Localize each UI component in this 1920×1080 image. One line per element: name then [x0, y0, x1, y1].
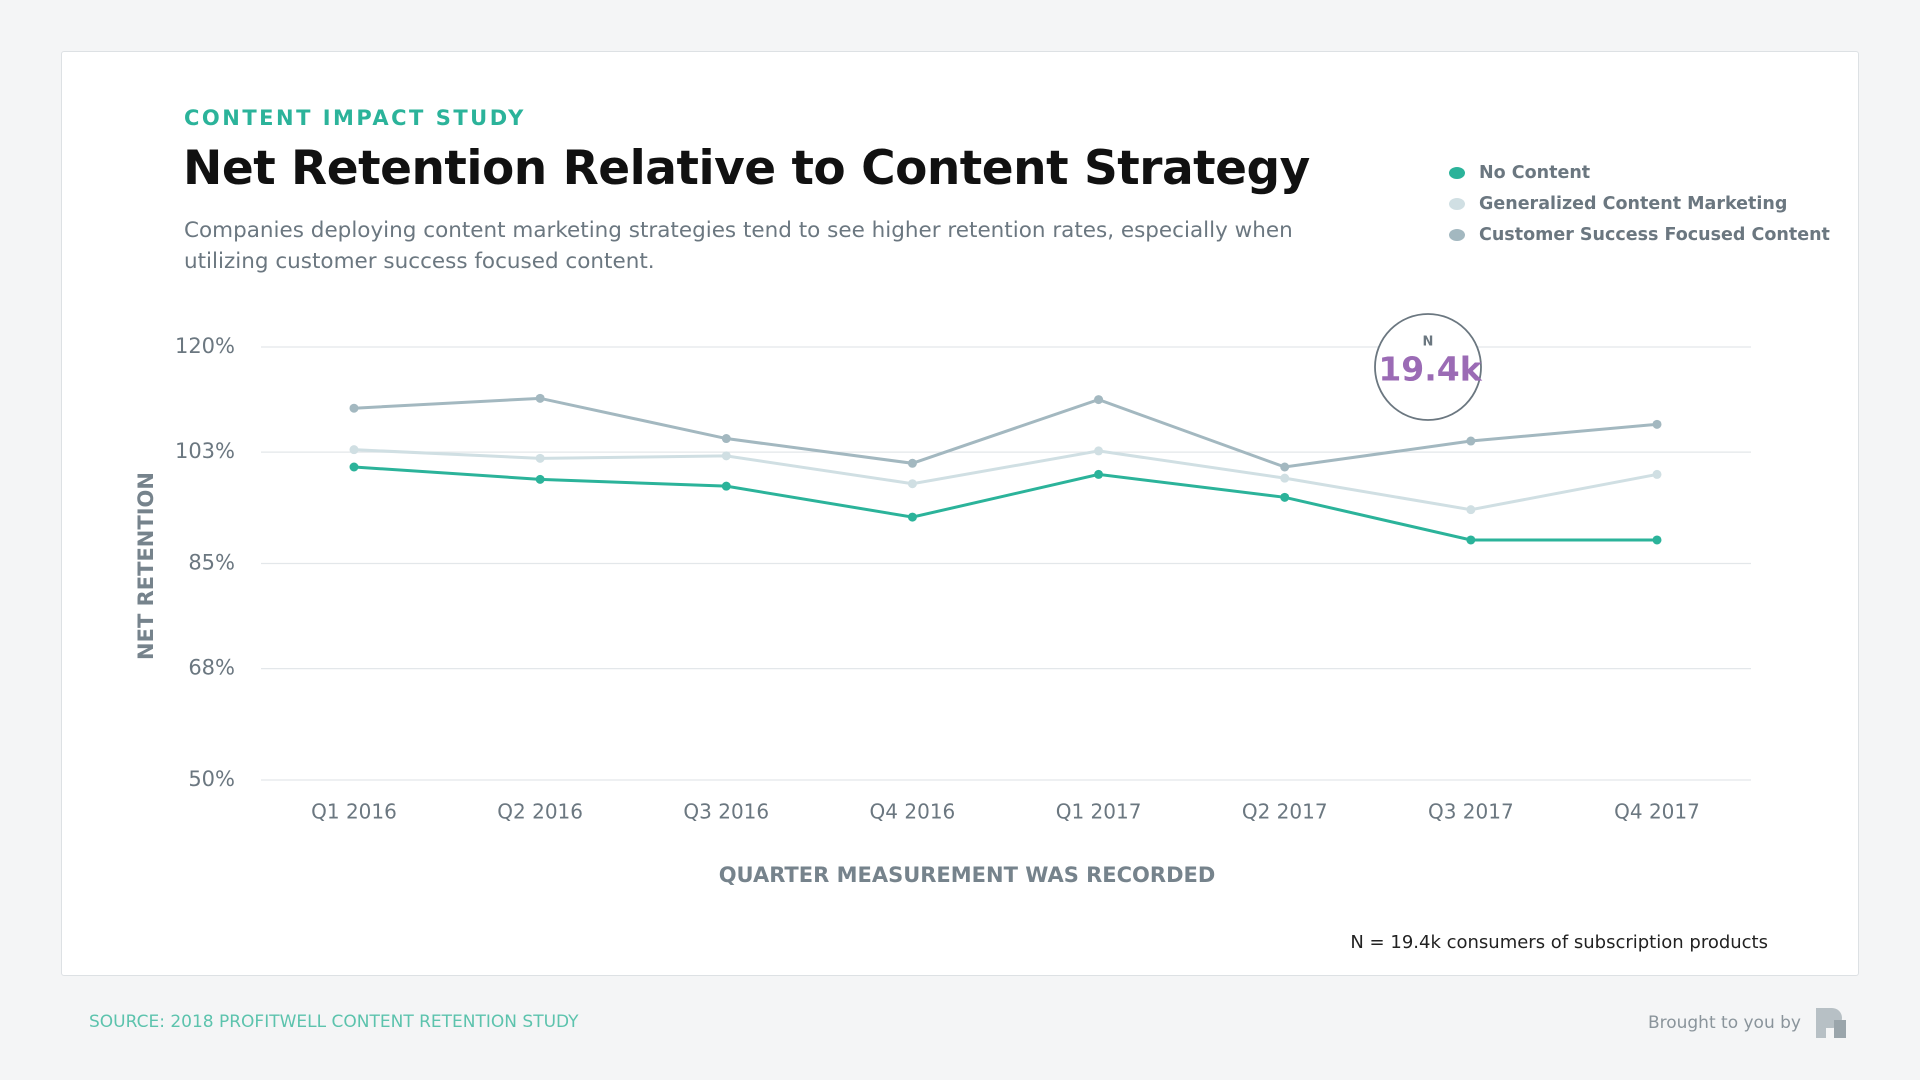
legend-label: No Content [1479, 163, 1590, 183]
logo-shape [1816, 1008, 1842, 1038]
data-point [535, 474, 545, 484]
x-tick-label: Q1 2016 [311, 800, 397, 824]
data-point [535, 453, 545, 463]
y-tick-label: 50% [188, 767, 235, 791]
data-point [1280, 492, 1290, 502]
x-axis-title: QUARTER MEASUREMENT WAS RECORDED [719, 863, 1216, 887]
x-tick-label: Q2 2016 [497, 800, 583, 824]
data-point [535, 393, 545, 403]
x-tick-label: Q1 2017 [1056, 800, 1142, 824]
logo-shape [1834, 1020, 1846, 1038]
logo [1816, 1008, 1846, 1038]
series-line [353, 448, 1658, 512]
data-point [721, 434, 731, 444]
legend-label: Customer Success Focused Content [1479, 225, 1830, 245]
data-point [1094, 446, 1104, 456]
data-point [1094, 395, 1104, 405]
data-point [1466, 436, 1476, 446]
chart-title: Net Retention Relative to Content Strate… [183, 141, 1310, 196]
series-line [353, 396, 1658, 469]
note: N = 19.4k consumers of subscription prod… [1350, 932, 1768, 953]
data-point [1280, 462, 1290, 472]
legend-marker [1449, 167, 1465, 179]
legend-marker [1449, 229, 1465, 241]
x-tick-label: Q4 2016 [870, 800, 956, 824]
data-point [349, 445, 359, 455]
y-axis-title: NET RETENTION [134, 472, 158, 660]
y-tick-label: 103% [175, 439, 235, 463]
subtitle: Companies deploying content marketing st… [184, 218, 1293, 274]
data-point [1652, 535, 1662, 545]
data-point [907, 479, 917, 489]
data-point [1280, 473, 1290, 483]
data-point [721, 451, 731, 461]
card [61, 51, 1859, 976]
x-tick-label: Q2 2017 [1242, 800, 1328, 824]
data-point [1652, 419, 1662, 429]
data-point [1466, 505, 1476, 515]
series-line [353, 465, 1657, 542]
source: SOURCE: 2018 PROFITWELL CONTENT RETENTIO… [89, 1012, 579, 1032]
data-point [1652, 469, 1662, 479]
y-tick-label: 68% [188, 656, 235, 680]
kicker: CONTENT IMPACT STUDY [184, 106, 526, 130]
badge-circle [1374, 313, 1482, 421]
y-tick-label: 120% [175, 334, 235, 358]
x-tick-label: Q3 2017 [1428, 800, 1514, 824]
data-point [1094, 469, 1104, 479]
badge-label: N [1423, 335, 1434, 350]
x-tick-label: Q4 2017 [1614, 800, 1700, 824]
legend-marker [1449, 198, 1465, 210]
data-point [1466, 535, 1476, 545]
y-tick-label: 85% [188, 551, 235, 575]
data-point [907, 458, 917, 468]
data-point [721, 481, 731, 491]
badge-value: 19.4k [1378, 350, 1482, 389]
data-point [349, 403, 359, 413]
data-point [349, 462, 359, 472]
data-point [907, 512, 917, 522]
x-tick-label: Q3 2016 [683, 800, 769, 824]
credit: Brought to you by [1648, 1013, 1801, 1033]
legend-label: Generalized Content Marketing [1479, 194, 1787, 214]
